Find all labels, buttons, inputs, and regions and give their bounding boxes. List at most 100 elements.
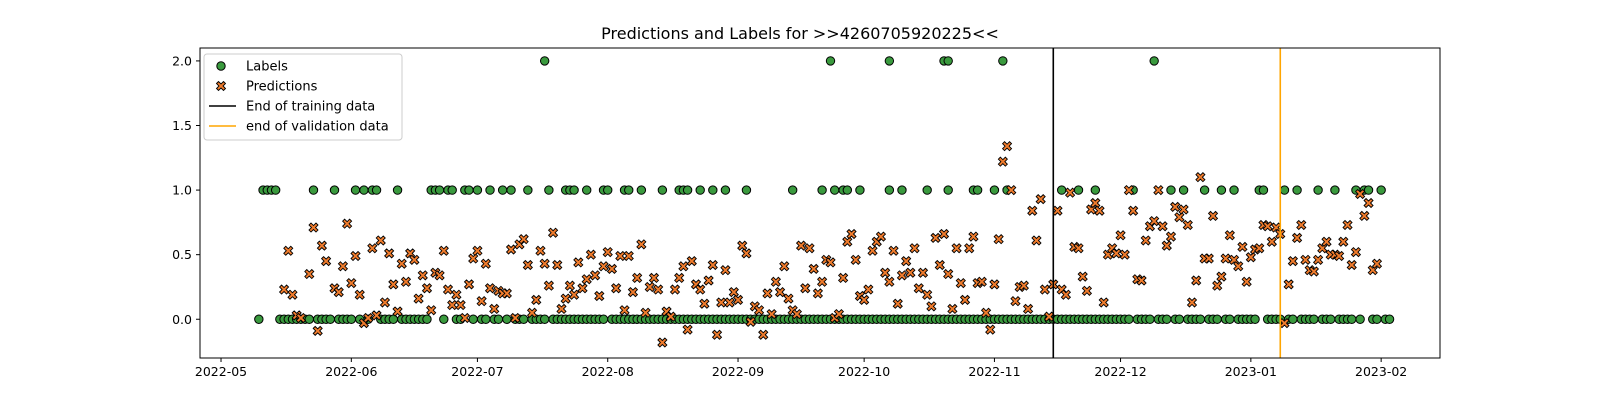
prediction-point [896,270,908,281]
prediction-point [1346,259,1357,271]
label-point [897,185,907,195]
prediction-point [623,250,634,262]
prediction-point [703,275,714,286]
label-point [1090,185,1101,195]
label-point [434,185,445,195]
prediction-point [535,245,546,256]
prediction-point [1111,248,1122,259]
prediction-point [800,283,811,294]
prediction-point [1060,289,1072,300]
label-point [493,314,504,324]
prediction-point [1287,255,1299,267]
prediction-point [489,303,500,315]
prediction-point [926,301,937,312]
prediction-point [1140,235,1151,246]
prediction-point [1064,187,1076,198]
prediction-point [480,258,491,269]
legend-label: End of training data [246,100,375,115]
prediction-point [1308,266,1320,277]
prediction-point [602,246,613,258]
prediction-point [1027,205,1038,216]
prediction-point [333,286,344,298]
legend-label: Labels [246,60,288,75]
plot-frame [199,47,1441,359]
label-point [1178,185,1189,195]
prediction-point [367,243,378,254]
prediction-point [341,218,353,229]
y-tick-label: 0.0 [172,312,192,327]
prediction-point [863,284,874,295]
label-point [1384,314,1395,324]
label-point [1225,314,1235,324]
x-tick-label: 2022-10 [838,364,890,379]
prediction-point [1170,201,1181,213]
prediction-point [1153,184,1164,196]
label-point [1056,185,1067,195]
x-tick-label: 2022-11 [968,364,1020,379]
label-point [464,185,474,195]
label-point [1355,314,1365,324]
prediction-point [564,280,576,291]
label-point [1363,185,1374,195]
vline-layer [1052,48,1282,358]
prediction-point [1262,221,1273,232]
label-point [539,314,550,324]
prediction-point [636,239,647,250]
label-point [1145,314,1155,324]
label-point [884,56,895,66]
prediction-point [409,254,420,265]
prediction-point [598,261,609,272]
label-point [1330,185,1340,195]
prediction-point [728,286,739,298]
prediction-point [1174,212,1185,223]
prediction-point [451,289,462,300]
prediction-point [1098,297,1109,308]
prediction-point [1081,285,1093,296]
prediction-point [577,283,588,294]
prediction-point [468,253,479,264]
prediction-point [413,293,424,304]
prediction-point [808,263,819,275]
prediction-point [573,257,584,268]
label-point [1372,314,1382,324]
prediction-point [1216,271,1227,282]
prediction-point [1119,249,1130,260]
prediction-point [632,272,643,284]
prediction-point [594,290,605,302]
prediction-point [1241,276,1252,287]
label-point [481,314,491,324]
prediction-point [707,259,718,271]
prediction-point [1157,221,1168,232]
label-point [1195,314,1206,324]
prediction-point [438,245,449,256]
prediction-point [884,276,895,287]
label-point [842,185,853,195]
prediction-point [278,284,290,295]
prediction-point [804,243,815,254]
label-point [472,185,483,195]
prediction-point [770,276,782,287]
prediction-point [1094,205,1105,216]
prediction-point [1161,240,1172,251]
prediction-point [283,245,294,256]
x-axis: 2022-05 2022-06 2022-07 2022-08 2022-09 2022-… [195,358,1407,379]
prediction-point [1224,230,1235,241]
label-point [825,56,836,66]
legend-predictions-marker [215,80,227,92]
prediction-point [959,294,971,306]
prediction-point [354,289,365,300]
prediction-point [674,272,685,284]
label-point [830,185,840,195]
prediction-point [976,276,987,287]
prediction-point [426,305,437,316]
prediction-point [1237,241,1248,253]
prediction-point [711,329,723,340]
label-point [682,185,693,195]
prediction-point [1090,197,1101,209]
y-axis: 0.0 0.5 1.0 1.5 2.0 [172,53,200,327]
prediction-point [1195,172,1206,183]
prediction-point [539,258,550,269]
prediction-point [951,243,962,254]
prediction-point [396,258,407,269]
